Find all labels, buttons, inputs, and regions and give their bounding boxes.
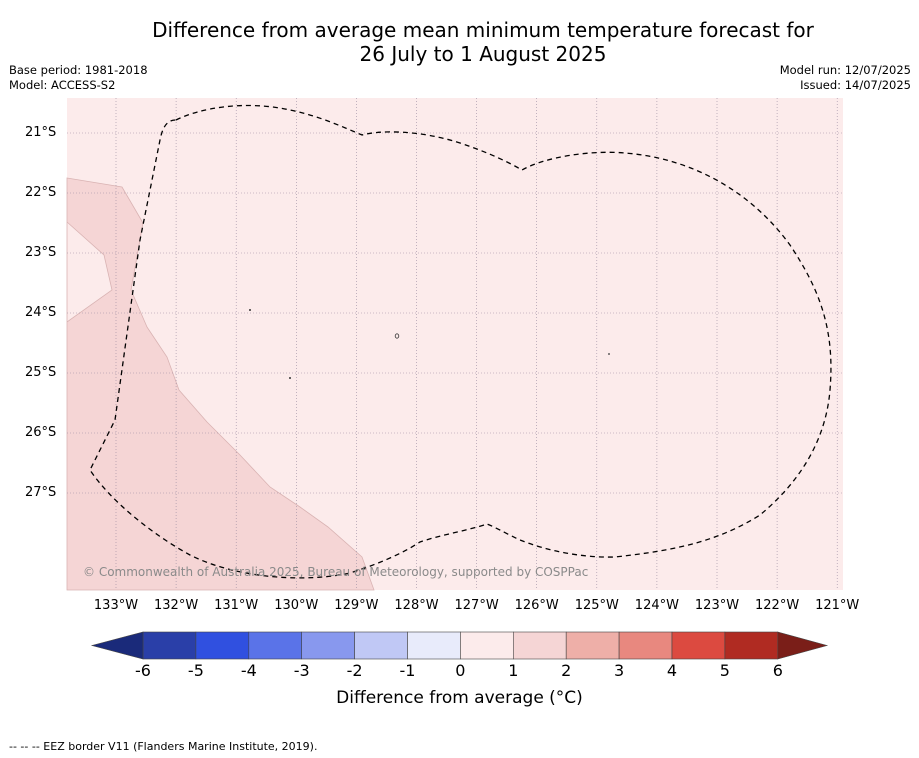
colorbar-tick-label: 2	[561, 661, 572, 680]
longitude-label: 124°W	[634, 598, 679, 613]
map-frame	[66, 98, 843, 591]
island-1	[249, 309, 251, 311]
longitude-label: 133°W	[93, 598, 139, 613]
longitude-label: 121°W	[815, 598, 860, 613]
colorbar-segment	[724, 631, 779, 660]
colorbar-segment	[512, 631, 567, 660]
colorbar-tick-label: -4	[240, 661, 257, 680]
colorbar-tick-label: -5	[187, 661, 204, 680]
colorbar-segment	[407, 631, 461, 660]
colorbar-segment	[671, 631, 726, 660]
latitude-label: 27°S	[25, 485, 57, 500]
title-line-2: 26 July to 1 August 2025	[359, 42, 607, 66]
colorbar-under-arrow	[90, 631, 144, 660]
colorbar-segment	[142, 631, 197, 660]
base-period: Base period: 1981-2018	[9, 63, 148, 77]
graticule	[67, 98, 843, 590]
colorbar-tick-label: 3	[614, 661, 625, 680]
colorbar-tick-label: 5	[719, 661, 730, 680]
colorbar-segment	[618, 631, 673, 660]
longitude-label: 128°W	[394, 598, 439, 613]
island-2	[394, 333, 400, 339]
colorbar-title: Difference from average (°C)	[336, 688, 583, 708]
colorbar-tick-label: 1	[508, 661, 519, 680]
colorbar	[90, 631, 829, 660]
latitude-label: 24°S	[25, 305, 57, 320]
model-run: Model run: 12/07/2025	[779, 63, 911, 77]
colorbar-over-arrow	[777, 631, 829, 660]
latitude-label: 26°S	[25, 425, 57, 440]
longitude-label: 129°W	[334, 598, 379, 613]
islands	[249, 309, 610, 379]
colorbar-segment	[301, 631, 355, 660]
colorbar-tick-label: -6	[135, 661, 151, 680]
longitude-label: 130°W	[274, 598, 319, 613]
colorbar-tick-label: 6	[772, 661, 783, 680]
colorbar-segment	[354, 631, 408, 660]
longitude-label: 131°W	[214, 598, 259, 613]
latitude-label: 21°S	[25, 125, 57, 140]
longitude-label: 122°W	[755, 598, 800, 613]
latitude-label: 22°S	[25, 185, 57, 200]
colorbar-tick-label: 4	[666, 661, 678, 680]
longitude-label: 126°W	[514, 598, 559, 613]
latitude-label: 25°S	[25, 365, 57, 380]
meta-left: Base period: 1981-2018 Model: ACCESS-S2	[9, 63, 148, 93]
copyright-note: © Commonwealth of Australia 2025, Bureau…	[83, 565, 589, 579]
colorbar-segment	[195, 631, 250, 660]
eez-legend-note: -- -- -- EEZ border V11 (Flanders Marine…	[9, 740, 318, 753]
eez-border	[89, 104, 832, 579]
anomaly-region	[66, 177, 375, 591]
model-name: Model: ACCESS-S2	[9, 78, 116, 92]
island-4	[608, 353, 610, 355]
colorbar-segment	[248, 631, 303, 660]
colorbar-tick-label: -2	[346, 661, 363, 680]
colorbar-tick-label: -3	[293, 661, 310, 680]
colorbar-tick-label: -1	[399, 661, 416, 680]
colorbar-segment	[460, 631, 514, 660]
longitude-label: 125°W	[574, 598, 619, 613]
map-title: Difference from average mean minimum tem…	[0, 18, 919, 66]
longitude-label: 132°W	[154, 598, 199, 613]
colorbar-segment	[565, 631, 620, 660]
island-3	[289, 377, 291, 379]
title-line-1: Difference from average mean minimum tem…	[152, 18, 814, 42]
longitude-label: 123°W	[694, 598, 740, 613]
colorbar-tick-label: 0	[455, 661, 466, 680]
longitude-label: 127°W	[454, 598, 499, 613]
meta-right: Model run: 12/07/2025 Issued: 14/07/2025	[780, 63, 911, 93]
latitude-label: 23°S	[25, 245, 57, 260]
issued-date: Issued: 14/07/2025	[800, 78, 911, 92]
